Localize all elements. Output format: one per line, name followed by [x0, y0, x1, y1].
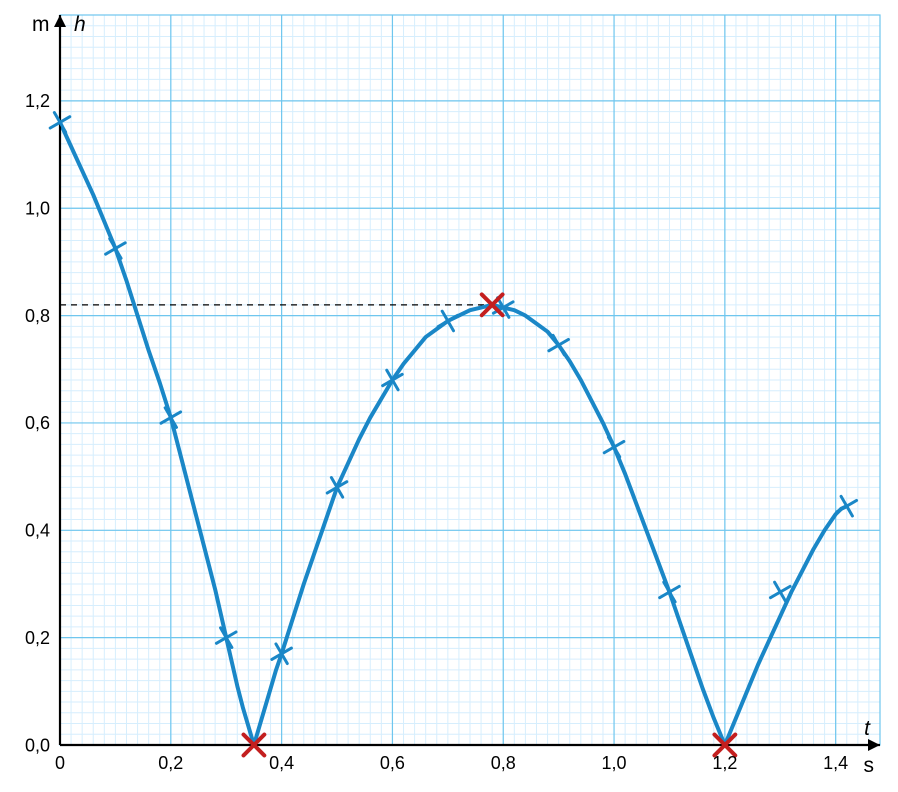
- y-tick-label: 0,0: [25, 735, 50, 755]
- x-tick-label: 0: [55, 753, 65, 773]
- y-tick-label: 0,6: [25, 413, 50, 433]
- x-tick-label: 1,4: [823, 753, 848, 773]
- y-axis-unit: m: [32, 13, 50, 36]
- x-tick-label: 0,4: [269, 753, 294, 773]
- y-tick-label: 0,8: [25, 306, 50, 326]
- y-axis-title: h: [74, 13, 86, 36]
- x-tick-label: 0,8: [491, 753, 516, 773]
- x-axis-unit: s: [864, 754, 875, 777]
- y-tick-label: 1,0: [25, 199, 50, 219]
- y-tick-label: 1,2: [25, 91, 50, 111]
- x-tick-label: 1,0: [602, 753, 627, 773]
- x-tick-label: 1,2: [712, 753, 737, 773]
- y-tick-label: 0,4: [25, 521, 50, 541]
- chart-svg: 0 0,2 0,4 0,6 0,8 1,0 1,2 1,4 0,0 0,2 0,4 0,6 0,8 1,0…: [0, 0, 898, 792]
- x-tick-label: 0,2: [158, 753, 183, 773]
- y-tick-label: 0,2: [25, 628, 50, 648]
- height-time-chart: 0 0,2 0,4 0,6 0,8 1,0 1,2 1,4 0,0 0,2 0,4 0,6 0,8 1,0…: [0, 0, 898, 792]
- x-tick-label: 0,6: [380, 753, 405, 773]
